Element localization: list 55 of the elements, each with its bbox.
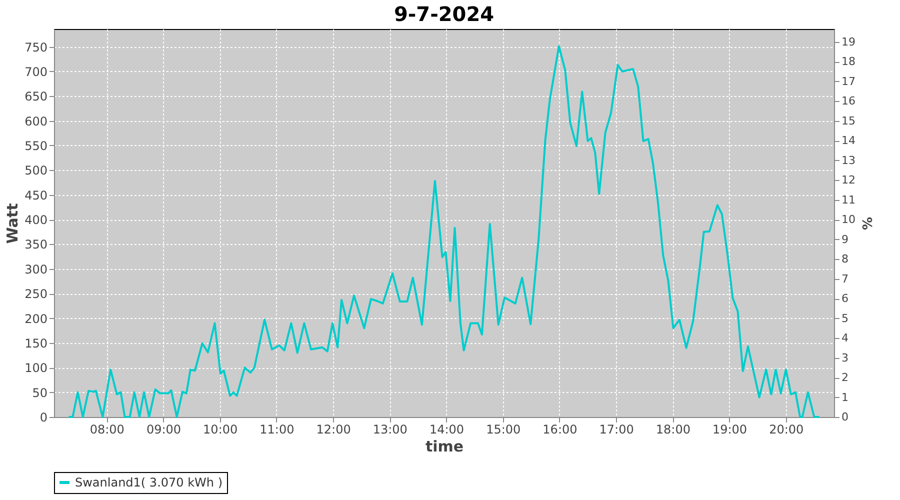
y2-tick-label: 14	[842, 134, 856, 148]
y2-tick-label: 5	[842, 312, 848, 325]
y-tick-label: 700	[24, 64, 48, 79]
y-tick-label: 150	[24, 336, 48, 350]
y-tick-label: 750	[24, 40, 48, 54]
x-tick-label: 18:00	[656, 422, 690, 436]
y2-tick-label: 15	[842, 114, 856, 128]
y-tick-label: 550	[24, 139, 48, 153]
legend-label: Swanland1( 3.070 kWh )	[75, 476, 223, 490]
y-tick-label: 300	[24, 262, 48, 276]
x-tick-label: 11:00	[260, 422, 294, 436]
y-tick-label: 50	[32, 386, 48, 400]
y2-tick-label: 13	[842, 154, 856, 167]
x-tick-label: 12:00	[316, 422, 351, 436]
x-tick-label: 17:00	[599, 422, 634, 436]
y2-tick-label: 9	[842, 232, 848, 246]
x-tick-label: 20:00	[769, 422, 804, 436]
y-tick-label: 650	[24, 90, 48, 104]
y2-tick-label: 18	[842, 55, 856, 68]
y2-tick-label: 17	[842, 74, 856, 88]
y2-tick-label: 11	[842, 193, 856, 206]
chart-title: 9-7-2024	[394, 2, 494, 26]
y2-tick-label: 7	[842, 272, 848, 286]
y2-tick-label: 19	[842, 35, 856, 48]
y-tick-label: 0	[40, 410, 48, 424]
x-axis-title: time	[425, 438, 464, 456]
y2-tick-label: 16	[842, 94, 856, 108]
y-tick-label: 200	[24, 312, 48, 326]
x-tick-label: 15:00	[486, 422, 521, 436]
x-tick-label: 14:00	[429, 422, 464, 436]
y-tick-label: 350	[24, 238, 48, 252]
x-tick-label: 19:00	[712, 422, 748, 436]
y2-tick-label: 1	[842, 390, 848, 404]
y2-tick-label: 6	[842, 292, 848, 306]
x-tick-label: 09:00	[146, 422, 182, 436]
y-tick-label: 500	[24, 164, 48, 178]
y2-tick-label: 4	[842, 332, 848, 345]
y-tick-label: 100	[24, 361, 48, 376]
y-tick-label: 250	[24, 287, 48, 302]
y2-tick-label: 3	[842, 351, 848, 364]
line-series	[68, 45, 820, 418]
y2-tick-label: 12	[842, 174, 856, 187]
y2-axis-title: %	[858, 216, 874, 230]
y2-tick-label: 10	[842, 213, 856, 226]
x-tick-label: 10:00	[203, 422, 238, 436]
y-axis-title: Watt	[4, 203, 22, 244]
y-tick-label: 600	[24, 114, 48, 128]
y2-tick-label: 2	[842, 371, 848, 384]
y-tick-label: 450	[24, 188, 48, 202]
y2-tick-label: 8	[842, 252, 848, 266]
y-tick-label: 400	[24, 213, 48, 228]
x-tick-label: 08:00	[90, 422, 124, 436]
x-tick-label: 16:00	[542, 422, 578, 436]
y2-tick-label: 0	[842, 410, 848, 424]
x-tick-label: 13:00	[372, 422, 408, 436]
